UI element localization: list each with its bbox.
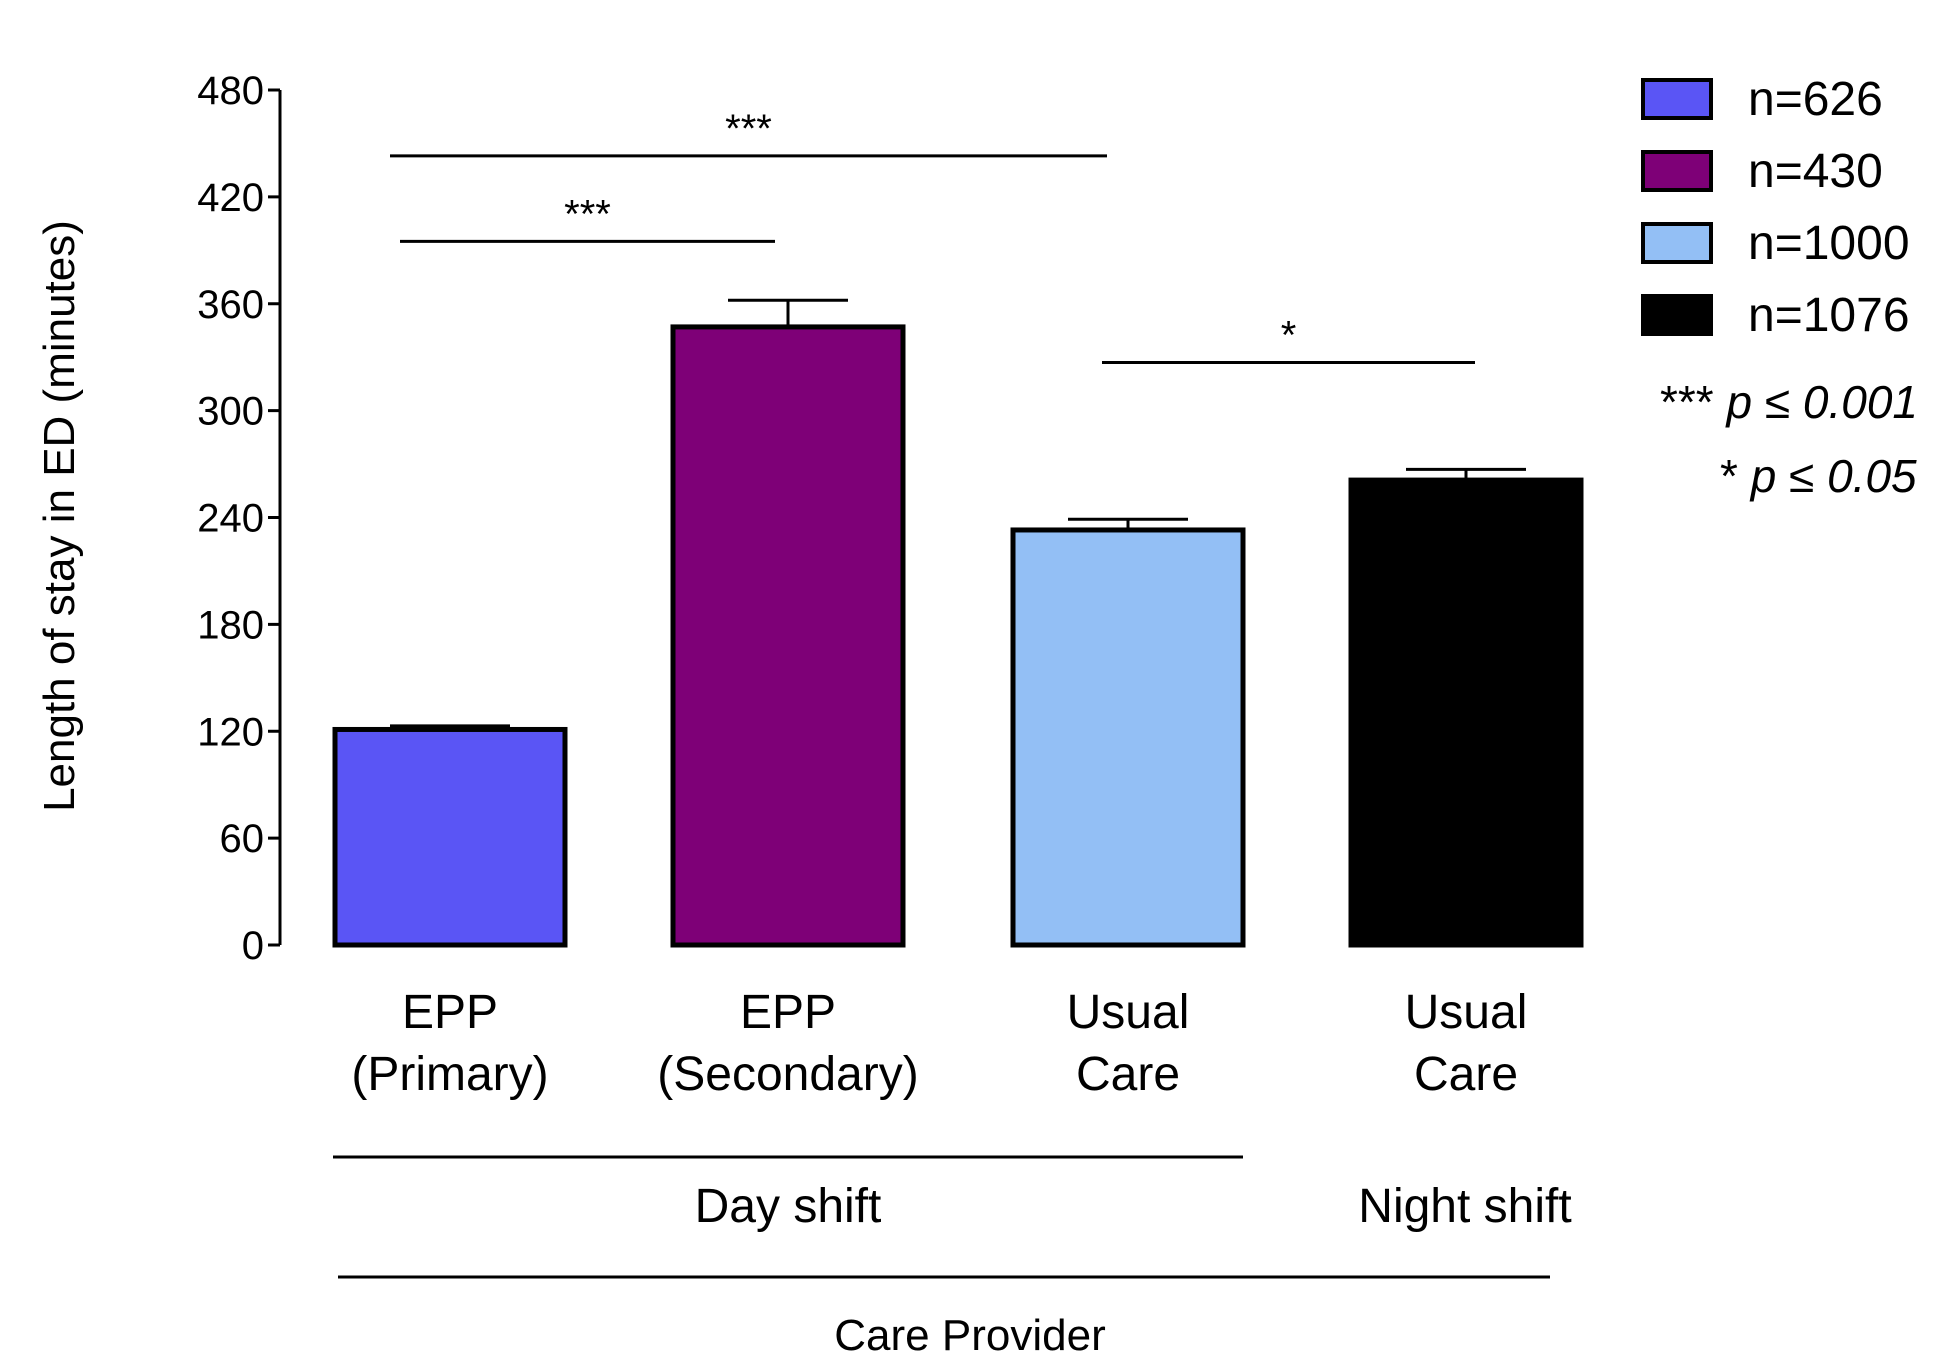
y-axis: 0 60 120 180 240 300 360 420 480 <box>197 69 282 968</box>
legend-label: n=430 <box>1748 145 1883 198</box>
category-label: Usual <box>1067 986 1190 1039</box>
y-tick-label: 180 <box>197 603 264 647</box>
bar <box>1010 527 1246 948</box>
category-label: (Primary) <box>351 1048 548 1101</box>
legend-swatch <box>1641 78 1713 120</box>
legend-label: n=1000 <box>1748 217 1910 270</box>
significance-marker: *** <box>725 107 772 151</box>
significance-note: *** p ≤ 0.001 <box>1660 376 1918 428</box>
significance-brackets: ******* <box>390 107 1475 365</box>
significance-note-text: p ≤ 0.001 <box>1724 376 1918 428</box>
y-tick-label: 120 <box>197 710 264 754</box>
category-label: Usual <box>1405 986 1528 1039</box>
significance-marker: *** <box>564 192 611 236</box>
y-tick-label: 420 <box>197 176 264 220</box>
significance-notes: *** p ≤ 0.001 * p ≤ 0.05 <box>1660 376 1918 502</box>
category-label: Care <box>1076 1048 1180 1101</box>
group-label: Night shift <box>1358 1180 1571 1233</box>
legend-swatch <box>1641 150 1713 192</box>
significance-note-stars: * <box>1720 450 1751 502</box>
category-labels: EPP (Primary) EPP (Secondary) Usual Care Usual… <box>351 986 1527 1101</box>
bar <box>670 324 906 948</box>
legend-swatch <box>1641 222 1713 264</box>
significance-note-stars: *** <box>1660 376 1726 428</box>
significance-note: * p ≤ 0.05 <box>1720 450 1917 502</box>
y-tick-label: 0 <box>242 924 264 968</box>
significance-marker: * <box>1281 314 1297 358</box>
bar <box>1348 477 1584 948</box>
x-axis-title: Care Provider <box>834 1311 1105 1358</box>
group-label: Day shift <box>695 1180 882 1233</box>
y-tick-label: 360 <box>197 283 264 327</box>
category-label: EPP <box>740 986 836 1039</box>
y-axis-title: Length of stay in ED (minutes) <box>35 220 84 812</box>
bar <box>332 726 568 948</box>
legend-label: n=1076 <box>1748 289 1910 342</box>
bars <box>332 298 1584 948</box>
y-tick-label: 300 <box>197 390 264 434</box>
category-label: (Secondary) <box>657 1048 918 1101</box>
y-tick-label: 60 <box>220 817 265 861</box>
y-tick-label: 480 <box>197 69 264 113</box>
legend-swatch <box>1641 294 1713 336</box>
significance-note-text: p ≤ 0.05 <box>1749 450 1917 502</box>
legend-label: n=626 <box>1748 73 1883 126</box>
category-label: EPP <box>402 986 498 1039</box>
category-label: Care <box>1414 1048 1518 1101</box>
legend: n=626 n=430 n=1000 n=1076 <box>1641 73 1910 342</box>
group-labels: Day shift Night shift <box>333 1155 1572 1279</box>
y-tick-label: 240 <box>197 497 264 541</box>
